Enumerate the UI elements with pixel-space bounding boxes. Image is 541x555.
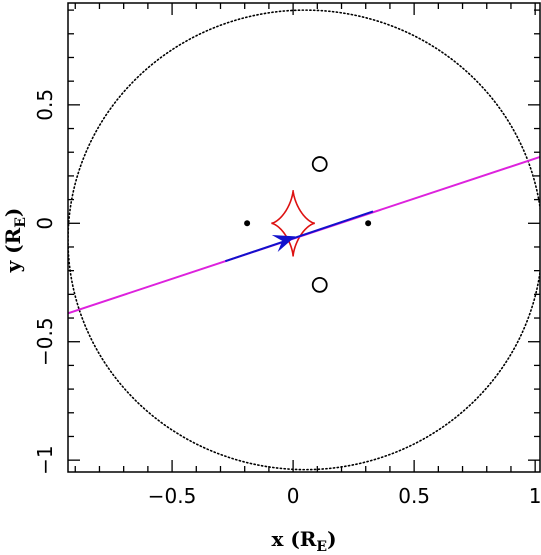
critical-curve [68, 9, 540, 471]
lens-point-1 [244, 220, 251, 227]
caustic-curve [271, 190, 316, 257]
y-tick-label: 0.5 [33, 89, 57, 121]
y-axis-label: y (RE) [1, 208, 29, 274]
y-tick-label: −0.5 [33, 317, 57, 366]
trajectory-segment [225, 210, 374, 263]
image-circle-1 [311, 156, 328, 172]
lens-point-2 [365, 220, 372, 227]
x-tick-label: 0.5 [398, 484, 430, 508]
x-tick-label: −0.5 [148, 484, 197, 508]
data-layer [68, 9, 540, 471]
x-axis-label: x (RE) [271, 527, 336, 555]
image-circle-2 [311, 276, 328, 293]
direction-arrow [271, 234, 296, 252]
plot-frame [67, 2, 541, 473]
y-tick-label: 0 [33, 217, 57, 230]
x-tick-label: 0 [287, 484, 300, 508]
ticks-layer: −0.5 0 0.5 1 −1 −0.5 0 0.5 [33, 3, 541, 508]
y-tick-label: −1 [33, 445, 57, 474]
x-tick-label: 1 [529, 484, 541, 508]
